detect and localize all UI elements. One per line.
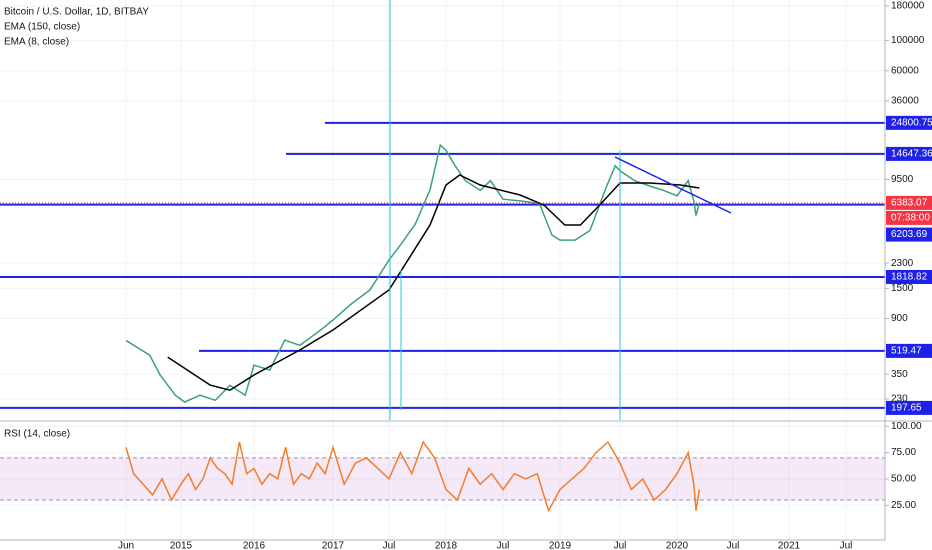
series-line <box>167 174 700 392</box>
level-label-box <box>886 269 932 284</box>
x-tick-label: 2021 <box>778 541 801 550</box>
x-tick-label: 2017 <box>322 541 345 550</box>
x-tick-label: Jul <box>840 541 853 550</box>
x-tick-label: Jul <box>497 541 510 550</box>
level-label: 14647.36 <box>891 149 932 160</box>
x-tick-label: Jul <box>727 541 740 550</box>
y-tick-label: 2300 <box>891 258 914 269</box>
last-price-label: 6383.07 <box>891 198 928 209</box>
y-tick-label: 350 <box>891 369 908 380</box>
legend-rsi: RSI (14, close) <box>4 429 70 440</box>
x-tick-label: 2019 <box>549 541 572 550</box>
level-label: 24800.75 <box>891 117 932 128</box>
x-tick-label: Jun <box>118 541 134 550</box>
series-line <box>125 143 701 403</box>
x-tick-label: Jul <box>383 541 396 550</box>
rsi-tick-label: 75.00 <box>891 447 916 458</box>
legend-ema150: EMA (150, close) <box>4 22 80 33</box>
level-label: 1818.82 <box>891 272 928 283</box>
y-tick-label: 1500 <box>891 283 914 294</box>
last-price-box <box>886 195 932 210</box>
countdown-box <box>886 210 932 225</box>
y-tick-label: 36000 <box>891 96 919 107</box>
x-tick-label: 2020 <box>666 541 689 550</box>
level-label-box <box>886 400 932 415</box>
countdown: 07:38:00 <box>891 213 930 224</box>
trend-line <box>614 156 732 214</box>
y-tick-label: 100000 <box>891 35 925 46</box>
marks <box>0 121 885 513</box>
legend-main: Bitcoin / U.S. Dollar, 1D, BITBAY <box>4 7 149 18</box>
y-tick-label: 180000 <box>891 1 925 12</box>
x-tick-label: 2018 <box>435 541 458 550</box>
level-label: 6203.69 <box>891 229 928 240</box>
level-label-box <box>886 227 932 242</box>
x-tick-label: 2016 <box>243 541 266 550</box>
level-label: 519.47 <box>891 346 922 357</box>
rsi-tick-label: 25.00 <box>891 500 916 511</box>
labels: Jun 2015 2016 2017 Jul 2018 Jul 2019 Jul 2020 Jul 2… <box>118 1 932 550</box>
y-tick-label: 60000 <box>891 65 919 76</box>
level-label-box <box>886 115 932 130</box>
y-tick-label: 900 <box>891 313 908 324</box>
rsi-tick-label: 100.00 <box>891 421 922 432</box>
level-label: 197.65 <box>891 403 922 414</box>
series-line <box>125 440 701 513</box>
x-tick-label: Jul <box>614 541 627 550</box>
y-tick-label: 9500 <box>891 174 914 185</box>
level-label-box <box>886 146 932 161</box>
legend-ema8: EMA (8, close) <box>4 37 69 48</box>
rsi-tick-label: 50.00 <box>891 474 916 485</box>
x-tick-label: 2015 <box>170 541 193 550</box>
y-tick-label: 230 <box>891 394 908 405</box>
level-label-box <box>886 343 932 358</box>
